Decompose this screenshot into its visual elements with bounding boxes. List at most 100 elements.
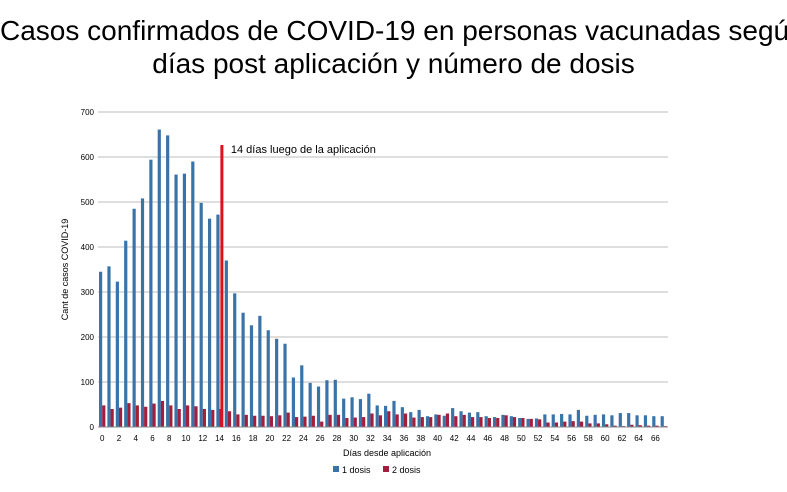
bar — [370, 413, 374, 427]
bar — [358, 399, 363, 427]
bar — [409, 412, 413, 427]
bar — [266, 330, 270, 427]
bar — [509, 416, 513, 427]
bar — [182, 173, 187, 427]
bar — [303, 416, 307, 427]
bar — [445, 413, 450, 427]
bar — [392, 400, 396, 427]
x-tick-label: 26 — [316, 434, 325, 443]
bar — [350, 397, 354, 427]
bar — [258, 315, 262, 427]
bar — [655, 425, 659, 427]
annotation-text: 14 días luego de la aplicación — [231, 144, 376, 156]
bar — [227, 411, 232, 427]
x-tick-label: 10 — [182, 434, 191, 443]
x-tick-label: 0 — [100, 434, 105, 443]
bar — [471, 417, 475, 427]
bar — [454, 416, 458, 427]
bar — [579, 421, 584, 427]
x-tick-label: 12 — [198, 434, 207, 443]
bar — [291, 377, 295, 427]
bar — [462, 414, 466, 427]
bar — [353, 417, 357, 427]
bar — [560, 413, 564, 427]
bar — [275, 338, 279, 427]
bar — [434, 414, 438, 427]
bar — [127, 403, 131, 427]
bar — [216, 214, 220, 427]
chart-title-line-2: días post aplicación y número de dosis — [152, 48, 635, 79]
bar — [378, 415, 382, 427]
y-tick-label: 500 — [81, 198, 95, 207]
x-tick-label: 24 — [299, 434, 308, 443]
legend: 1 dosis 2 dosis — [333, 465, 421, 475]
bar — [186, 405, 190, 427]
bar — [152, 403, 156, 427]
bar — [652, 416, 656, 427]
bar — [487, 418, 491, 427]
bar — [115, 281, 119, 427]
bar — [253, 415, 257, 427]
bars — [99, 129, 667, 428]
bar — [534, 418, 539, 427]
x-tick-label: 34 — [383, 434, 392, 443]
x-tick-label: 22 — [282, 434, 291, 443]
x-tick-label: 42 — [450, 434, 459, 443]
bar — [543, 414, 547, 427]
x-tick-label: 46 — [483, 434, 492, 443]
bar — [174, 174, 178, 427]
x-tick-label: 2 — [117, 434, 122, 443]
bar — [638, 425, 642, 427]
bar — [635, 415, 639, 427]
x-tick-label: 18 — [249, 434, 258, 443]
y-tick-label: 700 — [81, 108, 95, 117]
x-tick-label: 16 — [232, 434, 241, 443]
bar — [320, 421, 324, 427]
y-tick-label: 100 — [81, 378, 95, 387]
bar — [308, 382, 312, 427]
bar — [233, 293, 237, 427]
bar — [451, 408, 455, 427]
bar — [149, 159, 153, 427]
bar — [596, 423, 600, 427]
bar — [375, 405, 379, 427]
bar — [613, 425, 617, 427]
bar — [551, 414, 555, 427]
bar — [576, 409, 580, 427]
bar — [132, 208, 136, 427]
x-tick-label: 58 — [584, 434, 593, 443]
x-tick-label: 6 — [150, 434, 155, 443]
bar — [124, 240, 128, 427]
bar — [554, 422, 559, 427]
bar — [236, 414, 240, 427]
bar — [336, 414, 341, 427]
bar — [387, 411, 391, 427]
bar — [647, 425, 651, 427]
bar — [177, 409, 181, 427]
bar — [110, 409, 114, 427]
bar — [99, 271, 103, 427]
bar — [479, 417, 483, 427]
bar — [367, 393, 371, 427]
x-tick-label: 44 — [467, 434, 476, 443]
x-tick-label: 14 — [215, 434, 224, 443]
bar — [384, 405, 388, 427]
bar — [211, 409, 215, 427]
bar — [283, 343, 287, 427]
x-tick-label: 50 — [517, 434, 526, 443]
x-tick-label: 64 — [634, 434, 643, 443]
bar — [630, 424, 634, 427]
bar — [601, 414, 606, 427]
bar — [643, 415, 648, 427]
bar — [202, 409, 206, 427]
bar — [135, 405, 139, 427]
bar — [546, 422, 550, 427]
legend-label-1: 1 dosis — [342, 465, 371, 475]
x-tick-label: 54 — [550, 434, 559, 443]
bar — [199, 202, 203, 427]
bar — [442, 415, 446, 427]
bar — [417, 409, 421, 427]
y-tick-label: 300 — [81, 288, 95, 297]
bar — [169, 405, 173, 427]
